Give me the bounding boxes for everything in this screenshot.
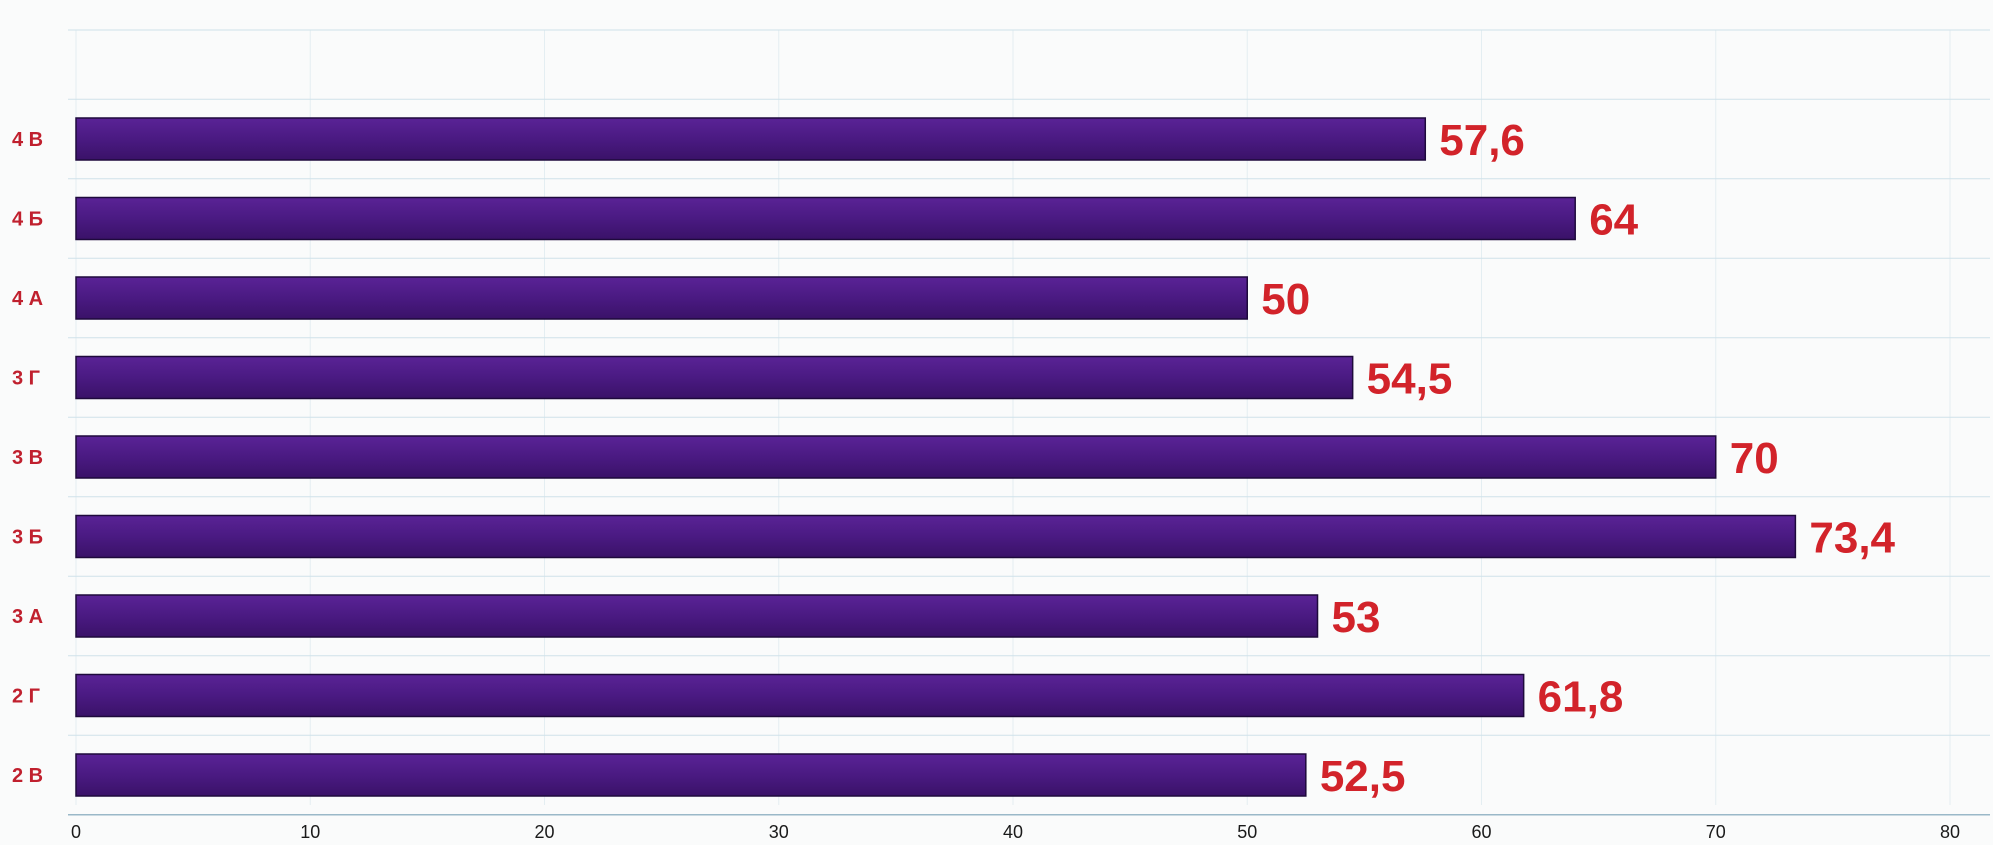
x-tick-label: 50: [1237, 822, 1257, 842]
category-label: 4 Б: [12, 209, 43, 231]
x-tick-label: 20: [534, 822, 554, 842]
bar: [75, 196, 1576, 241]
bar: [75, 594, 1319, 638]
value-label: 53: [1332, 593, 1381, 642]
value-label: 50: [1261, 275, 1310, 324]
category-label: 3 Б: [12, 527, 43, 549]
x-tick-label: 70: [1706, 822, 1726, 842]
x-tick-label: 40: [1003, 822, 1023, 842]
value-label: 64: [1589, 196, 1638, 245]
x-tick-label: 0: [71, 822, 81, 842]
value-label: 57,6: [1439, 116, 1525, 165]
x-tick-label: 10: [300, 822, 320, 842]
value-label: 70: [1730, 434, 1779, 483]
value-label: 73,4: [1809, 514, 1895, 563]
bar: [75, 753, 1307, 797]
category-label: 4 В: [12, 129, 43, 151]
bar: [75, 435, 1717, 479]
category-label: 2 В: [12, 765, 43, 787]
bars: [75, 117, 1797, 797]
bar: [75, 276, 1248, 320]
category-label: 3 В: [12, 447, 43, 469]
value-label: 61,8: [1538, 673, 1624, 722]
x-tick-label: 60: [1471, 822, 1491, 842]
x-tick-label: 80: [1940, 822, 1960, 842]
bar: [75, 514, 1797, 559]
category-label: 3 Г: [12, 368, 40, 390]
category-label: 3 А: [12, 606, 43, 628]
bar: [75, 355, 1354, 400]
bar: [75, 673, 1525, 718]
bar: [75, 117, 1427, 161]
value-label: 52,5: [1320, 752, 1406, 801]
category-label: 2 Г: [12, 686, 40, 708]
category-label: 4 А: [12, 288, 43, 310]
x-tick-label: 30: [769, 822, 789, 842]
labels: 0 10 20 30 40 50 60 70 80 4 В 57,6 4 Б 64 4 А 50 3 Г 54,…: [12, 116, 1960, 842]
value-label: 54,5: [1367, 355, 1453, 404]
